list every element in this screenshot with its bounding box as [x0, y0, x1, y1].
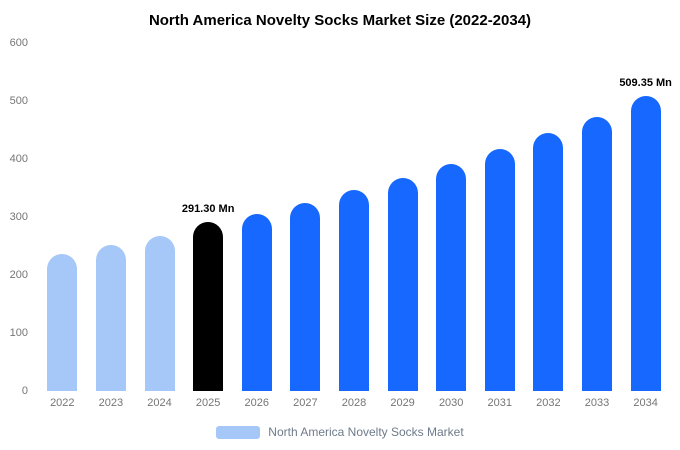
bar-2029 — [387, 177, 418, 391]
bar-slot: 509.35 Mn — [619, 43, 672, 391]
bar-2024 — [144, 235, 175, 391]
bar-2030 — [436, 163, 467, 391]
x-tick-label: 2023 — [98, 397, 124, 409]
x-axis: 2022 2023 2024 2025 2026 2027 2028 2029 2030 2031… — [38, 397, 670, 409]
legend-swatch — [216, 425, 261, 439]
x-tick-label: 2034 — [633, 397, 658, 409]
bar-slot — [378, 43, 427, 391]
bar-slot — [573, 43, 622, 391]
bar-slot — [330, 43, 379, 391]
y-tick-label: 400 — [9, 153, 28, 165]
chart-title: North America Novelty Socks Market Size … — [148, 12, 532, 29]
bar-2034 — [630, 95, 661, 391]
bar-slot — [427, 43, 476, 391]
bar-2027 — [290, 202, 321, 391]
legend-label: North America Novelty Socks Market — [268, 425, 464, 439]
plot-area: 0 100 200 300 400 500 600 291.30 Mn 509.35 Mn — [10, 37, 672, 397]
x-tick-label: 2025 — [195, 397, 221, 409]
x-tick-label: 2028 — [341, 397, 367, 409]
bar-slot — [38, 43, 87, 391]
bar-slot — [232, 43, 281, 391]
bar-slot — [281, 43, 330, 391]
y-tick-label: 600 — [9, 37, 28, 49]
x-tick-label: 2022 — [50, 397, 75, 409]
y-tick-label: 100 — [9, 327, 28, 339]
y-tick-label: 200 — [9, 269, 28, 281]
x-tick-label: 2027 — [293, 397, 318, 409]
bar-2025 — [193, 222, 224, 391]
bar-slot — [87, 43, 136, 391]
y-axis: 0 100 200 300 400 500 600 — [0, 37, 32, 397]
x-tick-label: 2033 — [584, 397, 610, 409]
y-tick-label: 300 — [9, 211, 28, 223]
bar-slot — [475, 43, 524, 391]
bar-2031 — [484, 148, 515, 391]
value-label: 291.30 Mn — [181, 203, 235, 216]
bar-2032 — [533, 132, 564, 391]
bar-2023 — [95, 244, 126, 391]
legend: North America Novelty Socks Market — [0, 425, 680, 439]
x-tick-label: 2026 — [244, 397, 269, 409]
bar-2026 — [241, 213, 272, 391]
x-tick-label: 2029 — [390, 397, 415, 409]
x-tick-label: 2030 — [438, 397, 464, 409]
x-tick-label: 2031 — [487, 397, 513, 409]
bar-slot — [135, 43, 184, 391]
x-tick-label: 2032 — [536, 397, 561, 409]
bar-slot: 291.30 Mn — [181, 43, 235, 391]
bar-2022 — [47, 254, 78, 391]
value-label: 509.35 Mn — [619, 76, 672, 89]
y-tick-label: 0 — [21, 385, 28, 397]
y-tick-label: 500 — [9, 95, 28, 107]
bars-container: 291.30 Mn 509.35 Mn — [38, 43, 672, 391]
bar-2033 — [582, 116, 612, 391]
x-tick-label: 2024 — [147, 397, 172, 409]
bar-slot — [524, 43, 573, 391]
bar-2028 — [338, 189, 369, 391]
